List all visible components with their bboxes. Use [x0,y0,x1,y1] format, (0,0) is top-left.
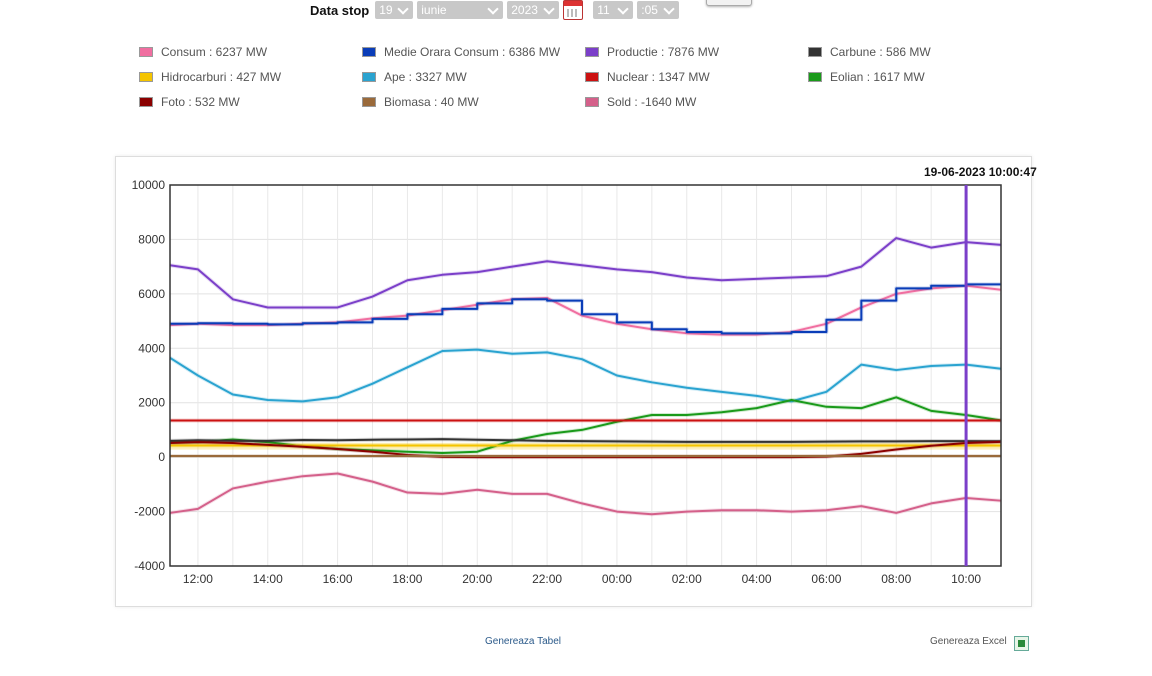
generate-excel-link[interactable]: Genereaza Excel [930,636,1007,647]
legend-label: Nuclear : 1347 MW [607,70,710,84]
series-line-sold [169,472,1002,516]
plot-area [170,185,1001,566]
x-tick-label: 16:00 [323,572,353,586]
x-tick-label: 12:00 [183,572,213,586]
generate-table-link[interactable]: Genereaza Tabel [485,636,561,647]
x-tick-label: 06:00 [811,572,841,586]
date-stop-label: Data stop [310,2,370,18]
series-line-foto [169,440,1002,459]
legend-item-productie[interactable]: Productie : 7876 MW [585,45,719,59]
y-tick-label: 8000 [138,232,165,246]
date-stop-controls: Data stop 19 iunie 2023 11 :05 [310,0,680,20]
y-tick-label: 0 [158,450,165,464]
legend-label: Consum : 6237 MW [161,45,268,59]
year-select-value: 2023 [511,3,538,17]
legend-label: Medie Orara Consum : 6386 MW [384,45,561,59]
legend-label: Biomasa : 40 MW [384,95,479,109]
legend-item-eolian[interactable]: Eolian : 1617 MW [808,70,925,84]
legend-label: Foto : 532 MW [161,95,240,109]
x-tick-label: 22:00 [532,572,562,586]
y-tick-label: -2000 [134,505,165,519]
x-tick-label: 00:00 [602,572,632,586]
legend-swatch [139,47,153,57]
hour-select-value: 11 [597,3,610,17]
legend-item-nuclear[interactable]: Nuclear : 1347 MW [585,70,710,84]
day-select-value: 19 [379,3,393,17]
legend-swatch [585,72,599,82]
legend-item-ape[interactable]: Ape : 3327 MW [362,70,467,84]
series-line-carbune [169,438,1002,443]
legend-label: Sold : -1640 MW [607,95,697,109]
legend-swatch [808,47,822,57]
legend-item-hidrocarburi[interactable]: Hidrocarburi : 427 MW [139,70,281,84]
day-select[interactable]: 19 [375,1,414,19]
submit-button[interactable] [706,0,752,6]
legend-item-biomasa[interactable]: Biomasa : 40 MW [362,95,479,109]
y-tick-label: 6000 [138,287,165,301]
month-select-value: iunie [421,3,447,17]
legend-label: Hidrocarburi : 427 MW [161,70,282,84]
legend-swatch [362,72,376,82]
legend-swatch [139,97,153,107]
chart-timestamp: 19-06-2023 10:00:47 [924,165,1037,179]
legend-swatch [585,97,599,107]
x-tick-label: 08:00 [881,572,911,586]
y-tick-label: 2000 [138,396,165,410]
x-tick-label: 10:00 [951,572,981,586]
legend-swatch [585,47,599,57]
year-select[interactable]: 2023 [507,1,560,19]
legend-item-consum[interactable]: Consum : 6237 MW [139,45,267,59]
y-tick-label: -4000 [134,559,165,573]
y-tick-label: 10000 [132,178,166,192]
legend-swatch [139,72,153,82]
hour-select[interactable]: 11 [593,1,634,19]
excel-icon[interactable] [1014,636,1029,651]
legend-swatch [362,47,376,57]
legend-label: Carbune : 586 MW [830,45,931,59]
month-select[interactable]: iunie [417,1,504,19]
x-tick-label: 02:00 [672,572,702,586]
legend-item-foto[interactable]: Foto : 532 MW [139,95,240,109]
legend-item-carbune[interactable]: Carbune : 586 MW [808,45,931,59]
legend-label: Productie : 7876 MW [607,45,720,59]
legend-swatch [362,97,376,107]
series-line-medie-orara-consum [170,283,1001,335]
minute-select[interactable]: :05 [637,1,680,19]
plot-frame [169,184,1002,567]
y-tick-label: 4000 [138,341,165,355]
legend-swatch [808,72,822,82]
x-tick-label: 04:00 [742,572,772,586]
legend-label: Eolian : 1617 MW [830,70,925,84]
x-tick-label: 18:00 [392,572,422,586]
series-line-ape [169,348,1002,403]
legend-item-sold[interactable]: Sold : -1640 MW [585,95,696,109]
series-line-productie [169,237,1002,309]
x-tick-label: 14:00 [253,572,283,586]
legend-item-medie-orara[interactable]: Medie Orara Consum : 6386 MW [362,45,560,59]
chart-legend: Consum : 6237 MW Medie Orara Consum : 63… [139,43,1039,118]
calendar-icon[interactable] [563,0,584,20]
minute-select-value: :05 [641,3,658,17]
x-tick-label: 20:00 [462,572,492,586]
legend-label: Ape : 3327 MW [384,70,467,84]
